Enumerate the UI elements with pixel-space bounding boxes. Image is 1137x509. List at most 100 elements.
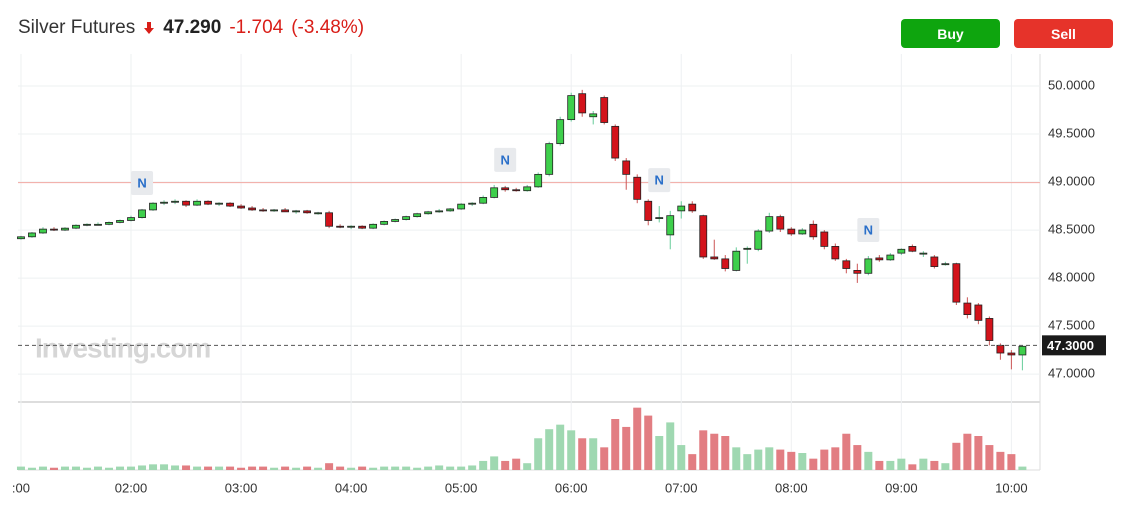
candle-body (732, 250, 741, 271)
news-marker (131, 170, 154, 195)
news-marker (494, 147, 517, 172)
candle-body (193, 200, 201, 206)
volume-bar (919, 458, 928, 470)
candle-body (160, 201, 168, 204)
candle-body (105, 221, 113, 225)
x-tick-label: 03:00 (225, 480, 258, 495)
candle-body (149, 202, 157, 211)
candle-body (512, 189, 521, 192)
candle-body (127, 217, 135, 221)
candle-body (666, 215, 675, 236)
volume-bar (237, 467, 246, 470)
last-price: 47.290 (163, 17, 222, 38)
volume-bar (787, 451, 796, 470)
candle-body (479, 197, 488, 204)
volume-bar (985, 445, 994, 470)
candle-body (248, 207, 256, 211)
news-label: N (500, 152, 509, 167)
candle-body (50, 228, 58, 231)
candle-body (17, 236, 25, 240)
candle-body (721, 258, 730, 269)
candle-body (930, 256, 939, 267)
candle-body (941, 263, 950, 266)
candle-body (908, 246, 917, 252)
volume-bar (380, 466, 389, 470)
volume-bar (71, 466, 80, 470)
candle-body (754, 230, 763, 250)
volume-bar (171, 465, 180, 470)
volume-bar (523, 463, 532, 470)
volume-bar (479, 460, 488, 470)
sell-button[interactable]: Sell (1014, 19, 1113, 48)
candle-body (28, 232, 36, 238)
volume-bar (347, 467, 356, 470)
news-label: N (137, 175, 146, 190)
volume-bar (578, 438, 587, 470)
volume-bar (402, 466, 411, 470)
volume-bar (1007, 454, 1016, 470)
candle-body (336, 225, 345, 228)
candle-body (820, 231, 829, 247)
candle-body (171, 200, 179, 203)
volume-bar (688, 454, 697, 470)
candle-body (72, 224, 80, 229)
candle-body (61, 227, 69, 231)
volume-bar (809, 458, 818, 470)
volume-bar (303, 466, 312, 470)
candle-body (886, 254, 895, 261)
candle-body (1018, 345, 1027, 356)
buy-button[interactable]: Buy (901, 19, 1000, 48)
volume-bar (16, 466, 25, 470)
last-price-label: 47.3000 (1047, 338, 1094, 353)
candle-body (215, 202, 223, 205)
header: Silver Futures 47.290 -1.704 (-3.48%) (18, 17, 364, 39)
candle-body (446, 208, 455, 212)
candle-body (963, 302, 972, 315)
candle-body (83, 223, 91, 226)
volume-bar (666, 422, 675, 470)
x-tick-label: 09:00 (885, 480, 918, 495)
x-tick-label: 08:00 (775, 480, 808, 495)
x-tick-label: 02:00 (115, 480, 148, 495)
candle-body (765, 216, 774, 232)
candle-body (226, 202, 234, 207)
volume-bar (875, 460, 884, 470)
volume-bar (270, 467, 279, 470)
volume-bar (149, 464, 158, 470)
volume-bar (1018, 466, 1027, 470)
candle-body (204, 200, 212, 205)
y-tick-label: 47.5000 (1048, 318, 1095, 333)
candle-body (600, 97, 609, 123)
last-price-box (1042, 335, 1106, 356)
news-label: N (864, 222, 873, 237)
candle-body (688, 203, 697, 212)
volume-bar (160, 464, 169, 470)
y-tick-label: 49.0000 (1048, 173, 1095, 188)
volume-bar (292, 467, 301, 470)
volume-bar (105, 467, 114, 470)
x-tick-label: 10:00 (995, 480, 1028, 495)
candle-body (501, 187, 510, 191)
volume-bar (534, 438, 543, 470)
volume-bar (710, 433, 719, 470)
volume-bar (974, 436, 983, 470)
volume-bar (611, 419, 620, 470)
candle-body (622, 160, 631, 175)
candle-body (138, 209, 146, 218)
volume-bar (589, 438, 598, 470)
volume-bar (424, 466, 433, 470)
candle-body (270, 209, 278, 212)
candle-body (798, 229, 807, 235)
candle-body (952, 263, 961, 303)
volume-bar (182, 465, 191, 470)
candle-body (534, 173, 543, 188)
volume-bar (138, 465, 147, 470)
y-tick-label: 49.5000 (1048, 125, 1095, 140)
candle-body (699, 215, 708, 258)
volume-bar (413, 467, 422, 470)
candle-body (424, 211, 433, 215)
candle-body (677, 205, 686, 212)
volume-bar (754, 449, 763, 470)
candle-body (611, 125, 620, 159)
